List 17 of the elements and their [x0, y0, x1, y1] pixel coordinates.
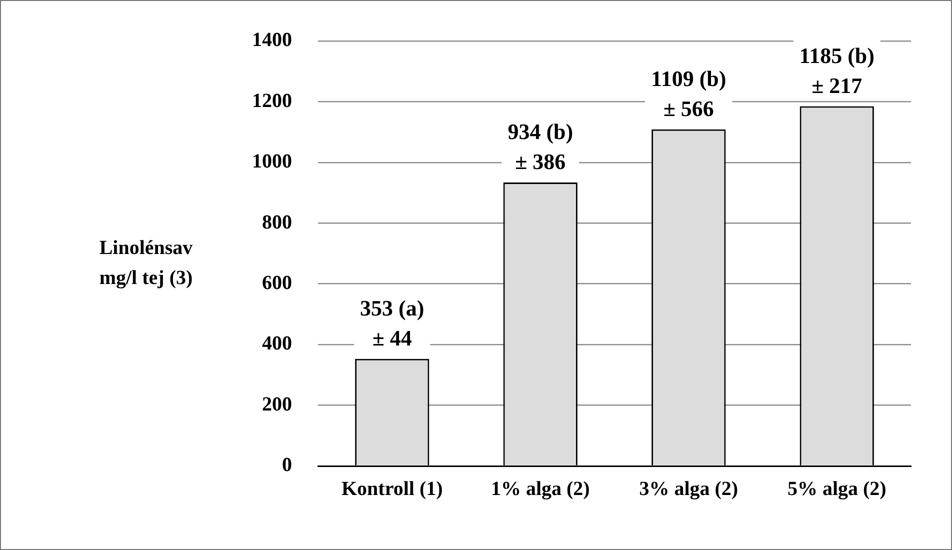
y-tick-label: 1400 [252, 29, 292, 52]
x-tick-label: 3% alga (2) [639, 478, 738, 500]
y-tick-label: 400 [262, 332, 292, 355]
y-tick-label: 1000 [252, 150, 292, 173]
y-axis-title: Linolénsav mg/l tej (3) [98, 236, 194, 291]
y-tick-label: 800 [262, 211, 292, 234]
data-label: 1185 (b) ± 217 [799, 42, 874, 98]
x-tick-label: 5% alga (2) [787, 478, 886, 500]
data-label: 1109 (b) ± 566 [651, 66, 726, 122]
data-label: 353 (a) ± 44 [360, 296, 424, 351]
x-tick-label: Kontroll (1) [341, 478, 443, 500]
x-tick-label: 1% alga (2) [490, 478, 590, 500]
y-tick-label: 1200 [252, 90, 292, 112]
y-tick-label: 200 [262, 393, 292, 416]
y-tick-label: 0 [282, 454, 292, 476]
data-label: 934 (b) ± 386 [508, 119, 574, 174]
y-tick-label: 600 [262, 272, 292, 294]
